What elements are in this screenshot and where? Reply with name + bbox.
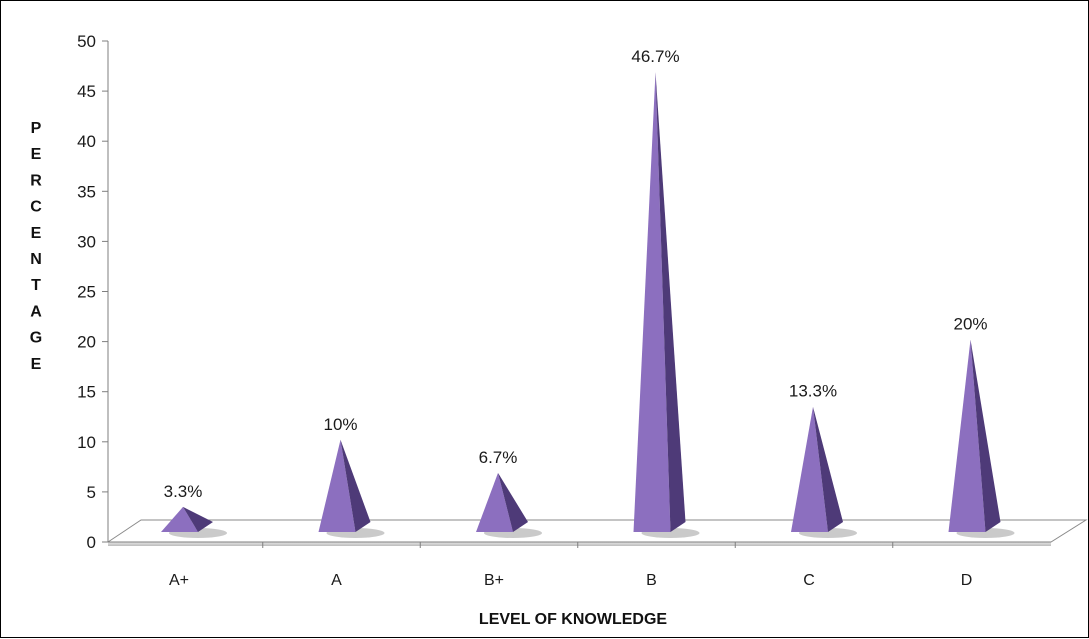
x-axis-title: LEVEL OF KNOWLEDGE — [479, 611, 667, 628]
x-tick-label: D — [961, 572, 973, 589]
bar-face-front — [633, 72, 671, 532]
data-label: 13.3% — [789, 382, 837, 401]
bar-face-front — [318, 439, 356, 532]
bar-face-side — [813, 406, 843, 532]
bar — [161, 506, 227, 538]
data-label: 10% — [323, 415, 357, 434]
y-axis-title-letter: T — [31, 277, 41, 294]
bar — [318, 439, 385, 538]
y-tick-label: 15 — [77, 383, 96, 402]
bar-face-front — [476, 472, 513, 532]
y-axis-title-letter: G — [30, 330, 42, 347]
y-tick-label: 20 — [77, 333, 96, 352]
y-tick-label: 25 — [77, 283, 96, 302]
y-axis-title-letter: E — [31, 146, 42, 163]
bar-face-front — [948, 339, 986, 532]
data-label: 6.7% — [479, 448, 518, 467]
y-tick-label: 0 — [87, 533, 96, 552]
y-tick-label: 50 — [77, 32, 96, 51]
x-tick-label: A+ — [169, 572, 189, 589]
bar — [791, 406, 857, 538]
bar — [948, 339, 1015, 538]
data-labels: 3.3% 10% 6.7% 46.7% 13.3% 20% — [164, 47, 988, 501]
axes — [107, 41, 1051, 543]
x-tick-label: B — [646, 572, 657, 589]
y-tick-label: 5 — [87, 483, 96, 502]
y-axis-title-letter: R — [30, 172, 42, 189]
y-axis-title-letter: A — [30, 303, 42, 320]
data-label: 3.3% — [164, 482, 203, 501]
y-tick-label: 40 — [77, 132, 96, 151]
bar — [476, 472, 542, 538]
y-axis-title-letter: C — [30, 199, 42, 216]
x-axis-ticks: A+ A B+ B C D — [169, 542, 972, 589]
floor-shadow — [108, 542, 1051, 546]
y-axis-title-letter: N — [30, 251, 42, 268]
bar — [633, 72, 700, 538]
bar-face-side — [970, 339, 1001, 532]
bar-face-side — [498, 472, 528, 532]
x-tick-label: C — [803, 572, 815, 589]
y-axis-title-letter: P — [31, 120, 42, 137]
x-tick-label: B+ — [484, 572, 504, 589]
y-tick-label: 30 — [77, 232, 96, 251]
floor-plane — [106, 519, 1088, 543]
data-label: 46.7% — [631, 47, 679, 66]
y-axis-ticks: 0 5 10 15 20 25 30 35 40 45 50 — [77, 32, 108, 552]
y-tick-label: 35 — [77, 182, 96, 201]
bar-face-side — [340, 439, 371, 532]
y-tick-label: 45 — [77, 82, 96, 101]
bar-face-side — [655, 72, 686, 532]
y-axis-title-letter: E — [31, 225, 42, 242]
data-label: 20% — [953, 315, 987, 334]
bar-face-side — [183, 506, 213, 532]
x-tick-label: A — [331, 572, 342, 589]
y-axis-title-letter: E — [31, 356, 42, 373]
y-tick-label: 10 — [77, 433, 96, 452]
bar-face-front — [161, 506, 198, 532]
bar-face-front — [791, 406, 828, 532]
bar-series — [161, 72, 1015, 538]
